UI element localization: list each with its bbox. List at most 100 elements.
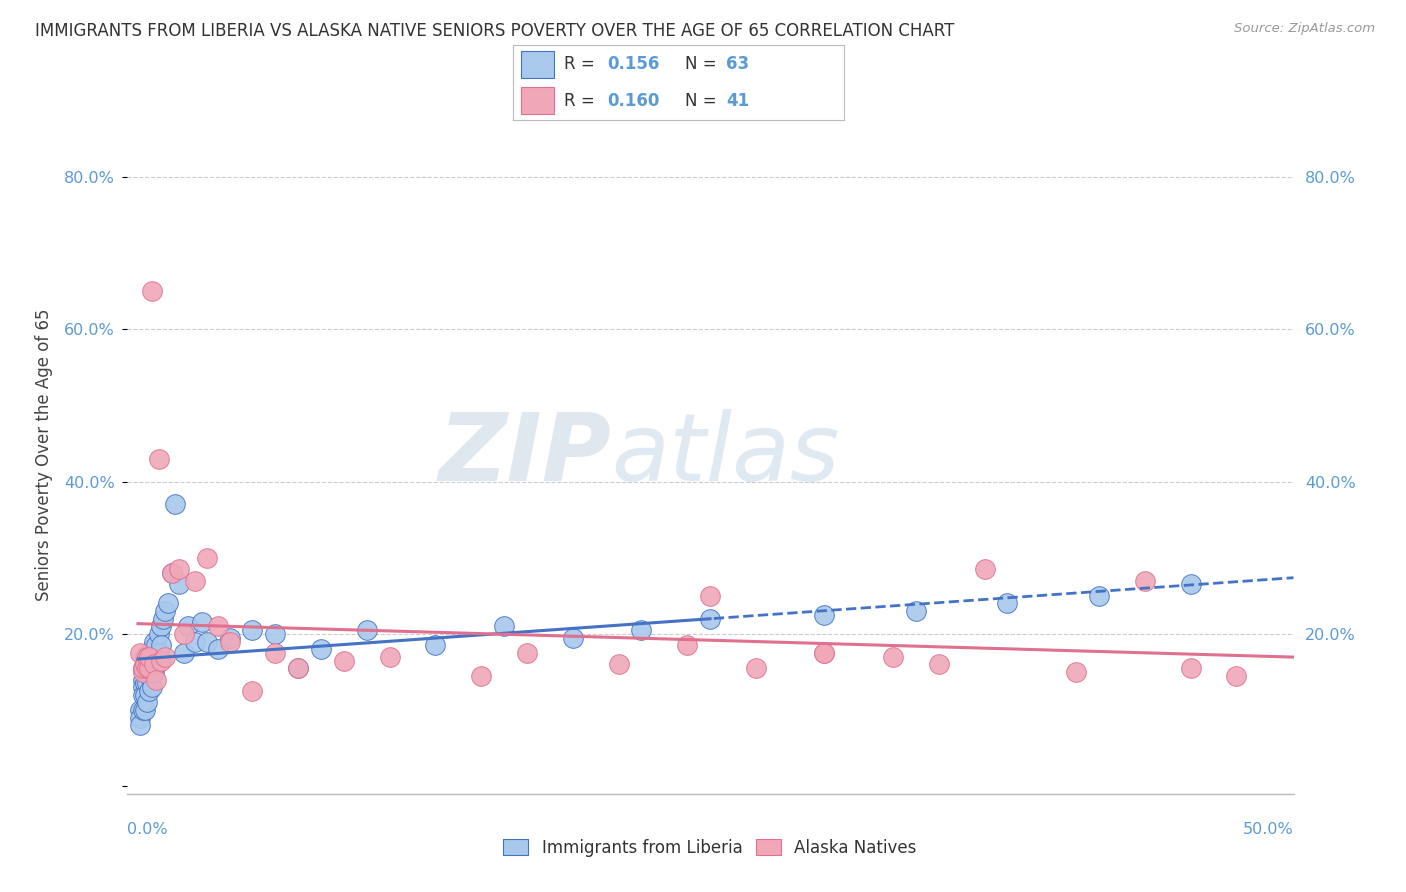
Point bbox=[218, 631, 240, 645]
Point bbox=[134, 688, 156, 702]
Legend: Immigrants from Liberia, Alaska Natives: Immigrants from Liberia, Alaska Natives bbox=[496, 832, 924, 863]
Text: 63: 63 bbox=[727, 55, 749, 73]
Point bbox=[1180, 577, 1202, 591]
Text: 0.160: 0.160 bbox=[607, 92, 659, 110]
Point bbox=[207, 642, 229, 657]
Point bbox=[218, 634, 240, 648]
Point bbox=[141, 680, 163, 694]
Point bbox=[136, 649, 159, 664]
Point bbox=[141, 642, 163, 657]
Point bbox=[155, 649, 177, 664]
Text: R =: R = bbox=[564, 55, 600, 73]
Y-axis label: Seniors Poverty Over the Age of 65: Seniors Poverty Over the Age of 65 bbox=[35, 309, 53, 601]
Point bbox=[141, 665, 163, 679]
Point bbox=[145, 673, 167, 687]
Point bbox=[1133, 574, 1156, 588]
Point bbox=[129, 711, 152, 725]
Point bbox=[156, 597, 179, 611]
Point bbox=[152, 612, 174, 626]
Point bbox=[264, 646, 287, 660]
Point bbox=[470, 669, 492, 683]
Point bbox=[131, 661, 153, 675]
Point bbox=[143, 665, 166, 679]
Point bbox=[138, 654, 160, 668]
Point bbox=[242, 623, 264, 637]
Point bbox=[134, 665, 156, 679]
Point bbox=[973, 562, 995, 576]
Text: IMMIGRANTS FROM LIBERIA VS ALASKA NATIVE SENIORS POVERTY OVER THE AGE OF 65 CORR: IMMIGRANTS FROM LIBERIA VS ALASKA NATIVE… bbox=[35, 22, 955, 40]
Point bbox=[136, 696, 159, 710]
Point bbox=[138, 684, 160, 698]
Point bbox=[699, 612, 721, 626]
Point bbox=[131, 680, 153, 694]
Point bbox=[143, 657, 166, 672]
Point bbox=[131, 688, 153, 702]
Point bbox=[207, 619, 229, 633]
Point bbox=[138, 646, 160, 660]
Point bbox=[287, 661, 309, 675]
Point bbox=[167, 562, 190, 576]
Point bbox=[177, 619, 200, 633]
Point bbox=[134, 676, 156, 690]
Point bbox=[149, 619, 172, 633]
Point bbox=[242, 684, 264, 698]
Point bbox=[287, 661, 309, 675]
Point bbox=[138, 661, 160, 675]
Text: R =: R = bbox=[564, 92, 600, 110]
Bar bbox=[522, 87, 554, 114]
Point bbox=[136, 654, 159, 668]
Point bbox=[134, 657, 156, 672]
Text: atlas: atlas bbox=[610, 409, 839, 500]
Point bbox=[1088, 589, 1111, 603]
Text: N =: N = bbox=[685, 92, 721, 110]
Point bbox=[148, 627, 170, 641]
Point bbox=[309, 642, 332, 657]
Point bbox=[131, 661, 153, 675]
Point bbox=[173, 646, 195, 660]
Point bbox=[134, 649, 156, 664]
Point bbox=[134, 703, 156, 717]
Point bbox=[928, 657, 950, 672]
Text: 0.156: 0.156 bbox=[607, 55, 659, 73]
Point bbox=[136, 661, 159, 675]
Point bbox=[813, 607, 835, 622]
Point bbox=[167, 577, 190, 591]
Point bbox=[699, 589, 721, 603]
Point bbox=[904, 604, 927, 618]
Point bbox=[162, 566, 184, 580]
Point bbox=[136, 665, 159, 679]
Point bbox=[129, 703, 152, 717]
Point bbox=[333, 654, 356, 668]
Point bbox=[149, 654, 172, 668]
Point bbox=[561, 631, 583, 645]
Point bbox=[607, 657, 630, 672]
Text: 50.0%: 50.0% bbox=[1243, 822, 1294, 837]
Point bbox=[145, 657, 167, 672]
Point bbox=[149, 638, 172, 652]
Point bbox=[141, 284, 163, 298]
Point bbox=[494, 619, 516, 633]
Point bbox=[813, 646, 835, 660]
Point bbox=[378, 649, 401, 664]
Point bbox=[136, 676, 159, 690]
Point bbox=[145, 638, 167, 652]
Text: ZIP: ZIP bbox=[437, 409, 610, 501]
Point bbox=[356, 623, 378, 637]
Point bbox=[184, 634, 207, 648]
Point bbox=[138, 669, 160, 683]
Point bbox=[131, 703, 153, 717]
Point bbox=[813, 646, 835, 660]
Point bbox=[134, 657, 156, 672]
Point bbox=[131, 665, 153, 679]
Point bbox=[191, 615, 214, 630]
Text: N =: N = bbox=[685, 55, 721, 73]
Point bbox=[148, 646, 170, 660]
Text: 41: 41 bbox=[727, 92, 749, 110]
Text: Source: ZipAtlas.com: Source: ZipAtlas.com bbox=[1234, 22, 1375, 36]
Point bbox=[155, 604, 177, 618]
Point bbox=[264, 627, 287, 641]
Point bbox=[195, 550, 218, 565]
Point bbox=[425, 638, 447, 652]
Point bbox=[882, 649, 904, 664]
Point bbox=[184, 574, 207, 588]
